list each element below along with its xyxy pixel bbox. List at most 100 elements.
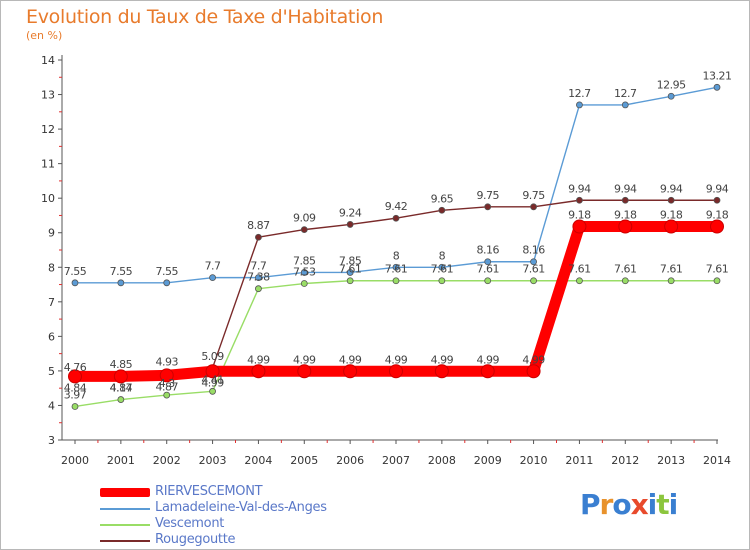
x-tick-label: 2004 bbox=[244, 454, 272, 467]
data-label: 4.99 bbox=[293, 353, 316, 366]
data-label: 5.09 bbox=[201, 350, 224, 363]
data-point bbox=[71, 403, 79, 410]
y-tick-label: 3 bbox=[48, 434, 55, 447]
legend-label-vescemont: Vescemont bbox=[155, 516, 225, 531]
data-label: 9.24 bbox=[339, 206, 362, 219]
y-tick-label: 6 bbox=[48, 330, 55, 343]
data-label: 4.87 bbox=[155, 380, 178, 393]
data-point bbox=[434, 364, 449, 379]
data-point bbox=[297, 364, 312, 379]
legend-swatch-lamadeleine bbox=[100, 508, 150, 510]
logo-letter: r bbox=[599, 488, 614, 521]
legend-swatch-riervescemont bbox=[100, 488, 150, 497]
data-label: 13.21 bbox=[703, 69, 732, 82]
data-point bbox=[163, 279, 171, 287]
data-point bbox=[667, 92, 675, 100]
data-label: 9.18 bbox=[706, 209, 729, 222]
data-point bbox=[113, 369, 128, 384]
data-point bbox=[392, 214, 400, 222]
data-label: 7.61 bbox=[385, 263, 408, 276]
data-point bbox=[117, 279, 125, 287]
data-label: 9.94 bbox=[660, 182, 683, 195]
x-tick-label: 2001 bbox=[107, 454, 135, 467]
x-tick-label: 2006 bbox=[336, 454, 364, 467]
data-point bbox=[392, 277, 400, 285]
x-tick-label: 2009 bbox=[474, 454, 502, 467]
data-label: 12.95 bbox=[657, 78, 686, 91]
data-label: 9.94 bbox=[614, 182, 637, 195]
data-label: 4.85 bbox=[110, 358, 133, 371]
data-label: 7.38 bbox=[247, 271, 270, 284]
data-label: 9.09 bbox=[293, 212, 316, 225]
data-label: 9.94 bbox=[706, 182, 729, 195]
data-label: 4.3 bbox=[159, 377, 175, 390]
data-label: 8 bbox=[393, 249, 400, 262]
data-label: 4.99 bbox=[522, 353, 545, 366]
data-label: 7.7 bbox=[250, 260, 266, 273]
data-label: 7.61 bbox=[706, 263, 729, 276]
data-point bbox=[438, 206, 446, 214]
data-point bbox=[480, 364, 495, 379]
data-point bbox=[621, 101, 629, 109]
data-point bbox=[618, 219, 633, 234]
data-point bbox=[255, 233, 262, 241]
data-label: 7.61 bbox=[431, 263, 454, 276]
data-point bbox=[438, 277, 446, 285]
data-label: 8.16 bbox=[476, 244, 499, 257]
data-label: 3.97 bbox=[64, 388, 87, 401]
data-label: 7.85 bbox=[293, 254, 316, 267]
logo-letter: o bbox=[612, 488, 631, 521]
data-point bbox=[163, 391, 171, 399]
data-point bbox=[667, 277, 675, 285]
data-point bbox=[68, 369, 82, 384]
legend-label-rougegoutte: Rougegoutte bbox=[155, 532, 236, 547]
x-tick-label: 2000 bbox=[61, 454, 89, 467]
data-point bbox=[713, 277, 721, 285]
y-tick-label: 11 bbox=[41, 158, 55, 171]
legend: RIERVESCEMONT Lamadeleine-Val-des-Anges … bbox=[100, 484, 430, 548]
data-point bbox=[576, 277, 583, 285]
data-point bbox=[346, 221, 354, 228]
data-label: 4.41 bbox=[201, 373, 224, 386]
data-label: 4.99 bbox=[247, 353, 270, 366]
data-point bbox=[159, 368, 174, 383]
data-point bbox=[209, 387, 216, 395]
data-point bbox=[255, 285, 262, 293]
chart-title: Evolution du Taux de Taxe d'Habitation bbox=[26, 6, 384, 28]
logo-letter: t bbox=[656, 488, 669, 521]
data-point bbox=[209, 274, 216, 282]
data-label: 9.94 bbox=[568, 182, 591, 195]
data-point bbox=[392, 263, 400, 271]
data-label: 7.55 bbox=[110, 265, 133, 278]
data-point bbox=[300, 269, 308, 276]
logo-letter: P bbox=[580, 488, 601, 521]
x-tick-label: 2013 bbox=[657, 454, 685, 467]
unit-label: (en %) bbox=[26, 29, 63, 42]
data-label: 9.75 bbox=[522, 189, 545, 202]
data-point bbox=[389, 364, 403, 379]
data-point bbox=[205, 364, 220, 379]
data-point bbox=[300, 226, 308, 234]
y-tick-label: 12 bbox=[41, 123, 55, 136]
data-label: 12.7 bbox=[568, 87, 591, 100]
proxiti-logo: Proxiti bbox=[580, 488, 678, 521]
legend-item-lamadeleine: Lamadeleine-Val-des-Anges bbox=[100, 500, 430, 516]
data-label: 9.75 bbox=[476, 189, 499, 202]
y-tick-label: 13 bbox=[41, 89, 55, 102]
data-point bbox=[667, 196, 675, 204]
data-point bbox=[526, 364, 541, 379]
data-label: 4.17 bbox=[110, 382, 133, 395]
x-tick-label: 2002 bbox=[153, 454, 181, 467]
data-point bbox=[346, 269, 354, 276]
data-label: 9.18 bbox=[660, 209, 683, 222]
logo-letter: x bbox=[630, 488, 649, 521]
y-tick-label: 9 bbox=[48, 227, 55, 240]
y-tick-label: 5 bbox=[48, 365, 55, 378]
data-point bbox=[484, 203, 492, 211]
data-point bbox=[664, 219, 679, 234]
data-point bbox=[346, 277, 354, 285]
y-tick-label: 14 bbox=[41, 54, 55, 67]
y-tick-label: 10 bbox=[41, 192, 55, 205]
